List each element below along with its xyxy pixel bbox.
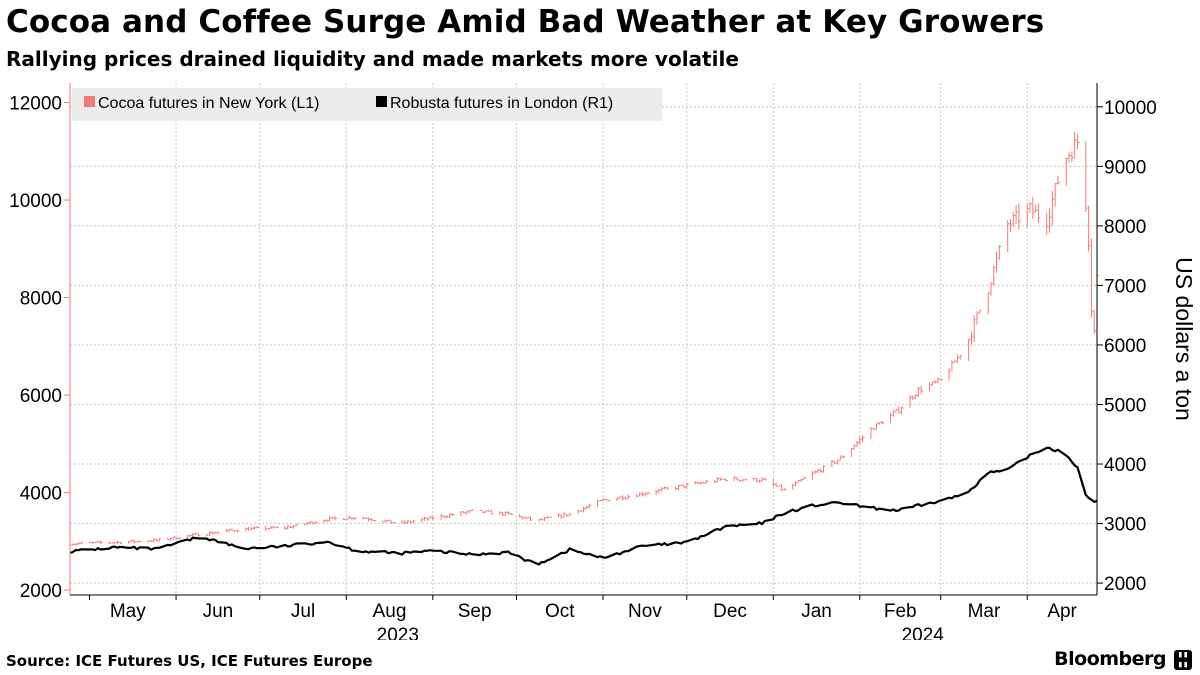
source-note: Source: ICE Futures US, ICE Futures Euro… bbox=[6, 652, 373, 670]
month-tick-label: Oct bbox=[545, 601, 575, 622]
legend-swatch-cocoa bbox=[84, 96, 95, 107]
month-tick-label: Aug bbox=[373, 601, 407, 622]
legend-background bbox=[72, 88, 662, 121]
chart-title: Cocoa and Coffee Surge Amid Bad Weather … bbox=[6, 4, 1045, 40]
right-axis-tick-label: 9000 bbox=[1104, 157, 1146, 178]
month-tick-label: Apr bbox=[1047, 601, 1077, 622]
month-tick-label: Sep bbox=[458, 601, 492, 622]
month-tick-label: Jan bbox=[801, 601, 832, 622]
right-axis-tick-label: 5000 bbox=[1104, 395, 1146, 416]
month-tick-label: Jul bbox=[291, 601, 315, 622]
right-axis-tick-label: 3000 bbox=[1104, 515, 1146, 536]
left-axis-tick-label: 2000 bbox=[20, 581, 62, 602]
month-tick-label: Mar bbox=[968, 601, 1001, 622]
month-tick-label: Nov bbox=[628, 601, 662, 622]
month-tick-label: Feb bbox=[884, 601, 917, 622]
right-axis-tick-label: 6000 bbox=[1104, 336, 1146, 357]
right-axis-tick-label: 7000 bbox=[1104, 276, 1146, 297]
grid-lines bbox=[70, 83, 1097, 595]
left-axis-tick-label: 6000 bbox=[20, 386, 62, 407]
month-tick-label: Jun bbox=[203, 601, 234, 622]
series-robusta bbox=[69, 446, 1098, 566]
axes: 2000 4000 6000 8000 10000 12000 2000 3000 4000 50… bbox=[9, 83, 1197, 640]
legend: Cocoa futures in New York (L1) Robusta fu… bbox=[72, 88, 662, 121]
left-axis-tick-label: 8000 bbox=[20, 289, 62, 310]
terminal-badge-icon: ▮▮ ▮▮ bbox=[1174, 650, 1192, 670]
left-axis-tick-label: 12000 bbox=[9, 94, 62, 115]
robusta-price-line bbox=[69, 446, 1098, 566]
left-axis-tick-label: 10000 bbox=[9, 191, 62, 212]
year-label: 2023 bbox=[377, 625, 419, 640]
chart-area: 2000 4000 6000 8000 10000 12000 2000 3000 4000 50… bbox=[9, 83, 1197, 640]
legend-label-cocoa: Cocoa futures in New York (L1) bbox=[98, 95, 319, 112]
series-cocoa bbox=[69, 131, 1099, 546]
year-label: 2024 bbox=[902, 625, 945, 640]
bloomberg-logo: Bloomberg bbox=[1054, 648, 1166, 670]
right-axis-title: US dollars a ton bbox=[1171, 257, 1197, 421]
right-axis-tick-label: 10000 bbox=[1104, 98, 1157, 119]
month-tick-label: May bbox=[110, 601, 146, 622]
left-axis-tick-label: 4000 bbox=[20, 484, 62, 505]
legend-swatch-robusta bbox=[376, 96, 387, 107]
month-tick-label: Dec bbox=[713, 601, 747, 622]
legend-label-robusta: Robusta futures in London (R1) bbox=[390, 95, 613, 112]
right-axis-tick-label: 4000 bbox=[1104, 455, 1146, 476]
right-axis-tick-label: 2000 bbox=[1104, 574, 1146, 595]
chart-subtitle: Rallying prices drained liquidity and ma… bbox=[6, 47, 739, 71]
right-axis-tick-label: 8000 bbox=[1104, 217, 1146, 238]
